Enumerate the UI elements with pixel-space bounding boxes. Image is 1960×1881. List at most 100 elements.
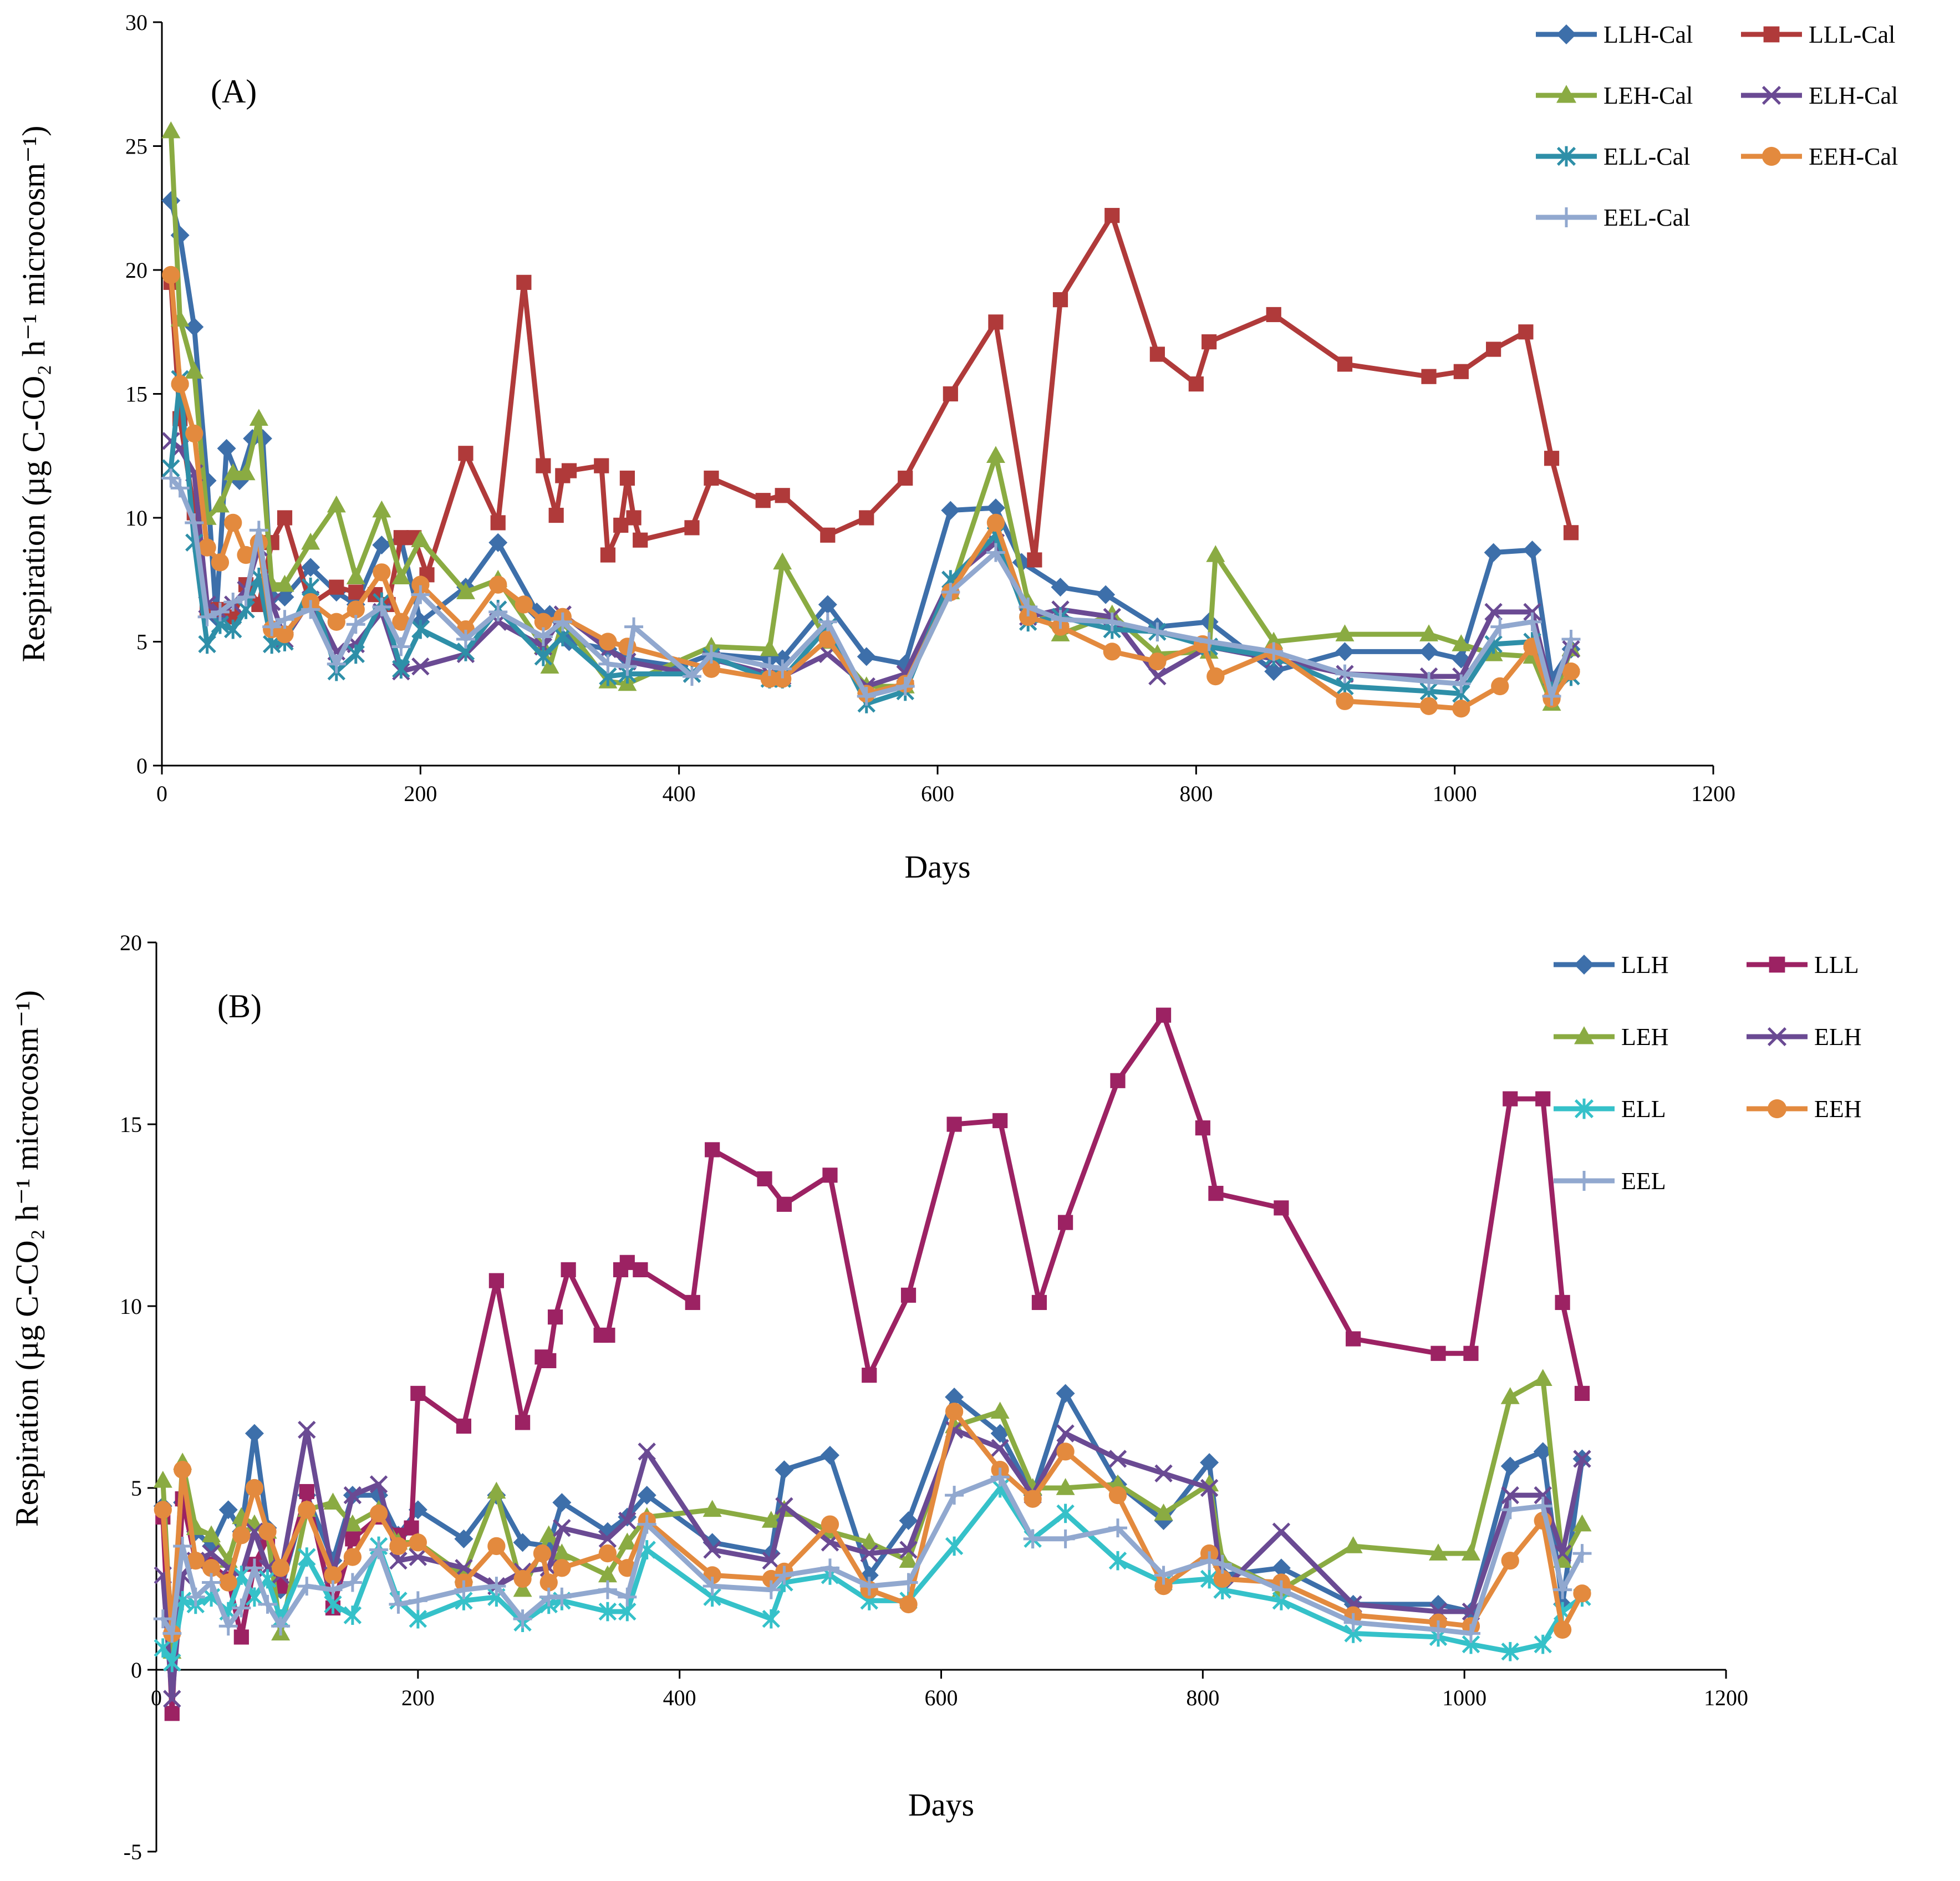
data-point (1052, 292, 1068, 308)
data-point (1523, 603, 1541, 621)
legend-swatch-marker (1762, 146, 1781, 166)
legend-swatch-marker (1556, 24, 1576, 44)
data-point (456, 630, 475, 649)
legend-swatch-marker (1574, 1026, 1594, 1044)
data-point (232, 1598, 251, 1618)
data-point (1463, 1345, 1479, 1361)
data-point (1058, 1215, 1073, 1230)
legend-label: ELL (1621, 1095, 1666, 1123)
data-point (626, 510, 642, 526)
data-point (859, 510, 874, 526)
data-point (534, 613, 552, 631)
legend-swatch-marker (1762, 85, 1781, 105)
data-point (553, 1518, 571, 1537)
data-point (552, 1493, 572, 1512)
legend-entry: LEH-Cal (1536, 82, 1693, 109)
data-point (1523, 612, 1542, 631)
legend-entry: ELH-Cal (1741, 82, 1898, 109)
data-point (1553, 1580, 1572, 1599)
data-point (618, 1532, 637, 1550)
data-point (1501, 1552, 1519, 1570)
data-point (1561, 630, 1581, 649)
data-point (323, 1492, 343, 1510)
data-point (988, 314, 1004, 330)
data-point (1155, 1007, 1172, 1023)
data-point (202, 1525, 221, 1543)
x-tick-label: 0 (156, 781, 167, 806)
data-point (1206, 545, 1225, 562)
data-point (346, 615, 365, 634)
data-point (513, 1569, 532, 1588)
data-point (1518, 324, 1534, 340)
data-point (898, 470, 913, 486)
data-point (392, 613, 410, 631)
data-point (185, 361, 204, 379)
data-point (298, 1420, 316, 1439)
data-point (489, 575, 507, 594)
data-point (633, 1262, 648, 1277)
data-point (171, 375, 189, 393)
data-point (1335, 642, 1355, 661)
data-point (1428, 1620, 1448, 1639)
data-point (163, 1690, 181, 1708)
data-point (1346, 1331, 1361, 1347)
series-line (168, 213, 1574, 620)
data-point (895, 676, 915, 696)
data-point (1199, 632, 1219, 651)
data-point (223, 592, 243, 611)
y-tick-label: 30 (125, 10, 147, 35)
data-point (533, 627, 553, 646)
data-point (327, 654, 346, 674)
data-point (372, 500, 391, 518)
data-point (857, 647, 876, 666)
data-point (515, 595, 533, 614)
data-point (941, 583, 960, 602)
data-point (1195, 1120, 1210, 1136)
data-point (1102, 612, 1122, 631)
data-point (702, 1500, 722, 1517)
data-point (258, 1522, 277, 1541)
data-point (343, 1514, 362, 1532)
data-point (701, 644, 721, 664)
data-point (1542, 686, 1561, 706)
data-point (163, 1653, 181, 1673)
data-point (1108, 1474, 1127, 1492)
data-point (553, 612, 572, 631)
data-point (224, 513, 242, 532)
data-point (1555, 1294, 1570, 1311)
data-point (1096, 585, 1116, 604)
x-tick-label: 1000 (1433, 781, 1477, 806)
data-point (1024, 1490, 1042, 1508)
data-point (594, 458, 609, 473)
data-point (773, 659, 792, 679)
data-point (899, 1541, 918, 1559)
x-tick-label: 600 (921, 781, 954, 806)
data-point (1572, 1544, 1592, 1563)
data-point (946, 1117, 962, 1132)
legend-label: EEH-Cal (1809, 143, 1898, 170)
data-point (343, 1486, 362, 1505)
legend-swatch-marker (1574, 1098, 1594, 1119)
data-point (1188, 376, 1204, 392)
data-point (409, 1609, 427, 1629)
data-point (762, 1609, 781, 1629)
data-point (454, 1529, 474, 1548)
data-point (329, 579, 344, 595)
x-tick-label: 1200 (1691, 781, 1735, 806)
data-point (1535, 1091, 1551, 1107)
data-point (1453, 364, 1469, 379)
series-line (160, 1427, 1585, 1701)
data-point (821, 1515, 839, 1533)
data-point (513, 1533, 532, 1552)
data-point (1110, 1073, 1126, 1088)
data-point (1501, 1642, 1519, 1661)
data-point (275, 574, 294, 592)
x-tick-label: 1000 (1442, 1685, 1486, 1710)
x-tick-label: 200 (404, 781, 437, 806)
data-point (1336, 692, 1354, 710)
legend-swatch-marker (1767, 1099, 1787, 1119)
data-point (943, 386, 958, 402)
data-point (760, 639, 779, 656)
data-point (372, 597, 391, 616)
data-point (1534, 1634, 1552, 1654)
